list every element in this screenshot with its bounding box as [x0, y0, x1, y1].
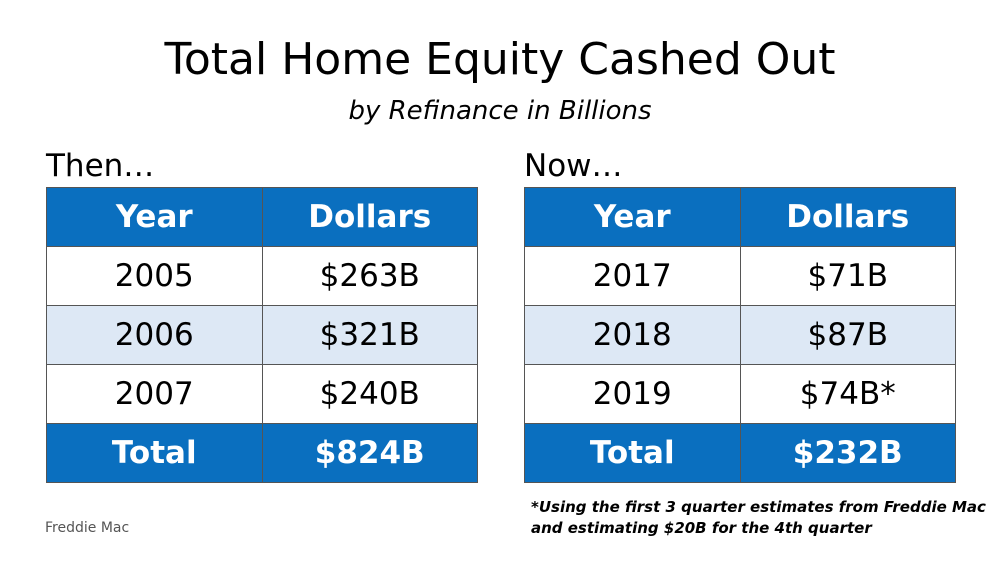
- source: Freddie Mac: [45, 520, 130, 536]
- table-row: 2006 $321B: [46, 305, 478, 365]
- table-row: 2017 $71B: [524, 246, 956, 306]
- table-cell: 2017: [524, 246, 741, 306]
- table-cell: 2005: [46, 246, 263, 306]
- table-row: 2019 $74B*: [524, 364, 956, 424]
- table-cell: Year: [524, 187, 741, 247]
- table-row: 2018 $87B: [524, 305, 956, 365]
- table-cell: $232B: [739, 423, 956, 483]
- table-cell: $74B*: [739, 364, 956, 424]
- table-cell: 2018: [524, 305, 741, 365]
- table-cell: $824B: [261, 423, 478, 483]
- table-cell: 2019: [524, 364, 741, 424]
- table-row: Total $232B: [524, 423, 956, 483]
- table-cell: $87B: [739, 305, 956, 365]
- table-cell: Total: [46, 423, 263, 483]
- table-cell: Year: [46, 187, 263, 247]
- table-cell: $240B: [261, 364, 478, 424]
- table-cell: $263B: [261, 246, 478, 306]
- table-cell: $321B: [261, 305, 478, 365]
- data-table: Year Dollars 2017 $71B 2018 $87B 2019 $74B* Tota…: [524, 187, 956, 483]
- table-row: 2005 $263B: [46, 246, 478, 306]
- table-row: Year Dollars: [524, 187, 956, 247]
- table-row: Year Dollars: [46, 187, 478, 247]
- table-cell: Total: [524, 423, 741, 483]
- table-row: Total $824B: [46, 423, 478, 483]
- footnote-line: and estimating $20B for the 4th quarter: [531, 519, 872, 537]
- footnote-line: *Using the first 3 quarter estimates fro…: [531, 498, 986, 516]
- table-cell: 2006: [46, 305, 263, 365]
- table-cell: $71B: [739, 246, 956, 306]
- table-label: Then…: [46, 148, 155, 184]
- table-cell: 2007: [46, 364, 263, 424]
- title: Total Home Equity Cashed Out: [164, 34, 836, 85]
- data-table: Year Dollars 2005 $263B 2006 $321B 2007 $240B To…: [46, 187, 478, 483]
- table-label: Now…: [524, 148, 623, 184]
- footnote: *Using the first 3 quarter estimates fro…: [531, 497, 986, 539]
- table-cell: Dollars: [261, 187, 478, 247]
- table-row: 2007 $240B: [46, 364, 478, 424]
- subtitle: by Refinance in Billions: [348, 96, 652, 126]
- table-cell: Dollars: [739, 187, 956, 247]
